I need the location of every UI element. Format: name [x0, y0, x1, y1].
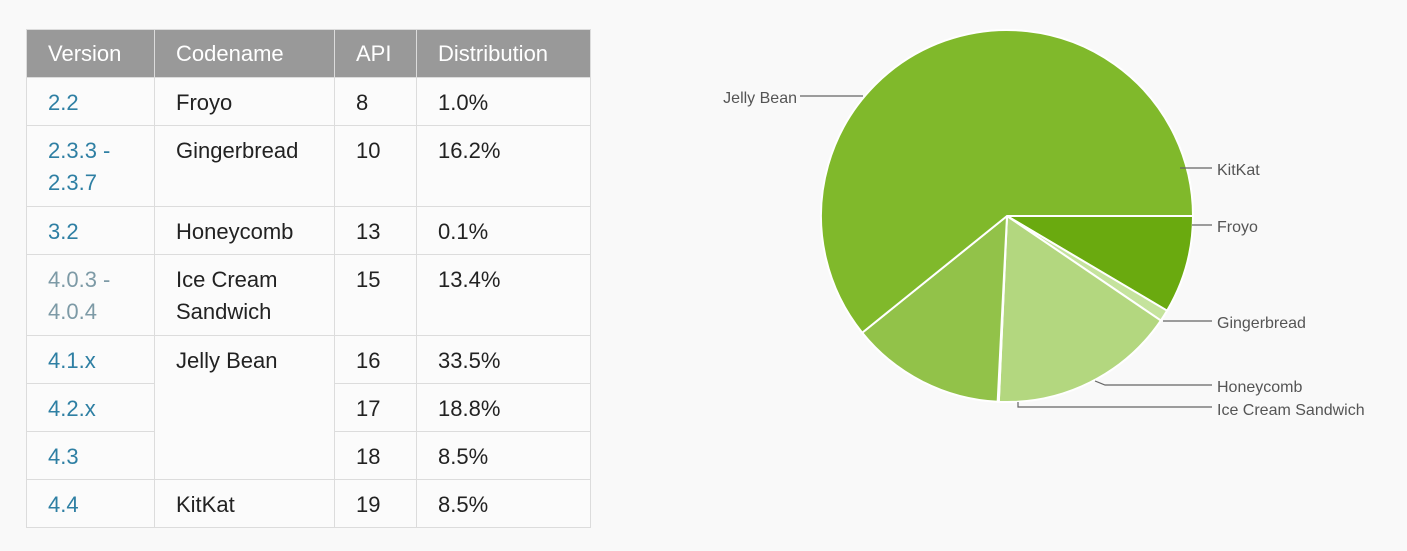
distribution-cell: 13.4%: [416, 254, 591, 336]
version-link[interactable]: 4.0.3 - 4.0.4: [26, 254, 155, 336]
api-cell: 15: [334, 254, 417, 336]
distribution-cell: 8.5%: [416, 431, 591, 480]
distribution-cell: 1.0%: [416, 77, 591, 126]
table-row: 2.2 Froyo 8 1.0%: [26, 77, 591, 126]
version-link[interactable]: 4.3: [26, 431, 155, 480]
header-api: API: [334, 29, 417, 78]
distribution-cell: 16.2%: [416, 125, 591, 207]
header-version: Version: [26, 29, 155, 78]
table-row: 4.0.3 - 4.0.4 Ice Cream Sandwich 15 13.4…: [26, 254, 591, 336]
version-link[interactable]: 3.2: [26, 206, 155, 255]
leader-line: [1017, 402, 1212, 408]
codename-cell: Froyo: [154, 77, 335, 126]
pie-slice-gingerbread: [997, 214, 1163, 403]
table-row: 2.3.3 - 2.3.7 Gingerbread 10 16.2%: [26, 125, 591, 207]
slice-label: Jelly Bean: [723, 90, 797, 107]
pie-slice-jelly-bean: [820, 29, 1195, 335]
header-codename: Codename: [154, 29, 335, 78]
leader-line: [1094, 380, 1212, 386]
api-cell: 19: [334, 479, 417, 528]
slice-label: Froyo: [1217, 219, 1258, 236]
api-cell: 13: [334, 206, 417, 255]
codename-cell: Ice Cream Sandwich: [154, 254, 335, 336]
codename-cell: Gingerbread: [154, 125, 335, 207]
api-cell: 18: [334, 431, 417, 480]
codename-cell: Jelly Bean: [154, 335, 335, 480]
api-cell: 17: [334, 383, 417, 432]
distribution-cell: 8.5%: [416, 479, 591, 528]
api-cell: 8: [334, 77, 417, 126]
pie-slice-kitkat: [1003, 215, 1195, 313]
distribution-cell: 0.1%: [416, 206, 591, 255]
version-link[interactable]: 4.4: [26, 479, 155, 528]
version-link[interactable]: 2.3.3 - 2.3.7: [26, 125, 155, 207]
table-row: 3.2 Honeycomb 13 0.1%: [26, 206, 591, 255]
version-link[interactable]: 4.1.x: [26, 335, 155, 384]
header-distribution: Distribution: [416, 29, 591, 78]
version-link[interactable]: 4.2.x: [26, 383, 155, 432]
distribution-cell: 33.5%: [416, 335, 591, 384]
slice-label: Honeycomb: [1217, 379, 1302, 396]
slice-label: Gingerbread: [1217, 315, 1306, 332]
distribution-cell: 18.8%: [416, 383, 591, 432]
pie-slice-ice-cream-sandwich: [860, 213, 1009, 403]
slice-label: KitKat: [1217, 162, 1260, 179]
codename-cell: Honeycomb: [154, 206, 335, 255]
version-link[interactable]: 2.2: [26, 77, 155, 126]
pie-chart: KitKat Froyo Gingerbread Honeycomb Ice Cream…: [723, 29, 1365, 419]
table-header-row: Version Codename API Distribution: [26, 29, 591, 78]
table-row: 4.4 KitKat 19 8.5%: [26, 479, 591, 528]
table-row: 4.1.x Jelly Bean 16 33.5%: [26, 335, 591, 480]
slice-label: Ice Cream Sandwich: [1217, 402, 1365, 419]
distribution-table: Version Codename API Distribution 2.2 Fr…: [26, 29, 591, 528]
table-row: 4.3 18 8.5%: [26, 431, 591, 480]
api-cell: 10: [334, 125, 417, 207]
api-cell: 16: [334, 335, 417, 384]
codename-cell: KitKat: [154, 479, 335, 528]
